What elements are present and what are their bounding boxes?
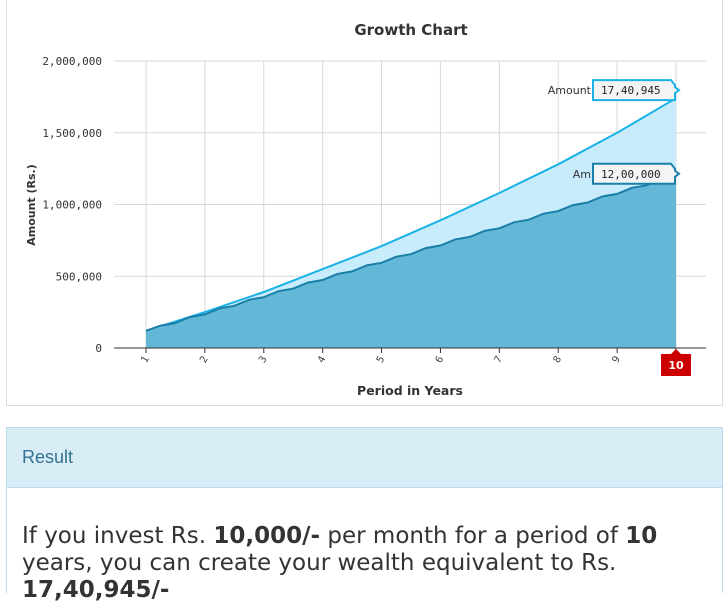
tooltip-value: 12,00,000	[601, 168, 661, 181]
chart-title: Growth Chart	[354, 21, 467, 39]
result-text: If you invest Rs. 10,000/- per month for…	[7, 488, 722, 604]
highlight-badge-label: 10	[668, 359, 684, 372]
tooltip-box	[592, 162, 681, 185]
growth-chart: Growth Chart 0 500,000 1,000,000 1,500,000 2…	[25, 21, 706, 398]
y-tick-label: 2,000,000	[42, 55, 102, 68]
result-text-part: If you invest Rs.	[22, 523, 214, 549]
period-years: 10	[625, 523, 658, 549]
tooltip-label: Am	[573, 168, 591, 181]
x-tick-label: 8	[552, 354, 565, 365]
y-tick-label: 1,500,000	[42, 127, 102, 140]
highlight-badge	[661, 354, 691, 376]
result-text-part: years, you can create your wealth equiva…	[22, 550, 617, 576]
y-tick-label: 0	[95, 342, 102, 355]
y-axis-label: Amount (Rs.)	[25, 164, 38, 246]
result-header: Result	[7, 428, 722, 488]
y-tick-label: 500,000	[56, 270, 102, 283]
chart-axes: 0 500,000 1,000,000 1,500,000 2,000,000 1 2 3 4 5…	[42, 55, 706, 376]
x-tick-label: 7	[493, 354, 506, 365]
tooltip-box	[592, 79, 681, 102]
x-tick-label: 3	[257, 354, 270, 365]
tooltip-label: Amount	[548, 84, 592, 97]
growth-chart-card: Growth Chart 0 500,000 1,000,000 1,500,000 2…	[6, 0, 723, 406]
x-axis-label: Period in Years	[357, 383, 463, 398]
x-tick-label: 9	[610, 354, 623, 365]
chart-tooltips: 17,40,945 Amount 12,00,000 Am	[548, 79, 681, 185]
result-title: Result	[22, 447, 74, 467]
y-tick-label: 1,000,000	[42, 199, 102, 212]
final-amount: 17,40,945/-	[22, 577, 170, 603]
x-tick-label: 1	[139, 354, 152, 365]
monthly-amount: 10,000/-	[213, 523, 321, 549]
x-tick-label: 5	[375, 354, 388, 365]
x-tick-label: 6	[434, 354, 447, 365]
result-text-part: per month for a period of	[320, 523, 626, 549]
chart-areas	[145, 97, 677, 348]
x-tick-label: 4	[316, 354, 329, 365]
series-line	[145, 174, 677, 332]
highlight-badge-pointer	[671, 349, 681, 354]
series-line	[145, 97, 677, 332]
tooltip-value: 17,40,945	[601, 84, 661, 97]
result-panel: Result If you invest Rs. 10,000/- per mo…	[6, 427, 723, 603]
x-tick-label: 2	[198, 354, 211, 365]
series-area	[146, 175, 676, 348]
